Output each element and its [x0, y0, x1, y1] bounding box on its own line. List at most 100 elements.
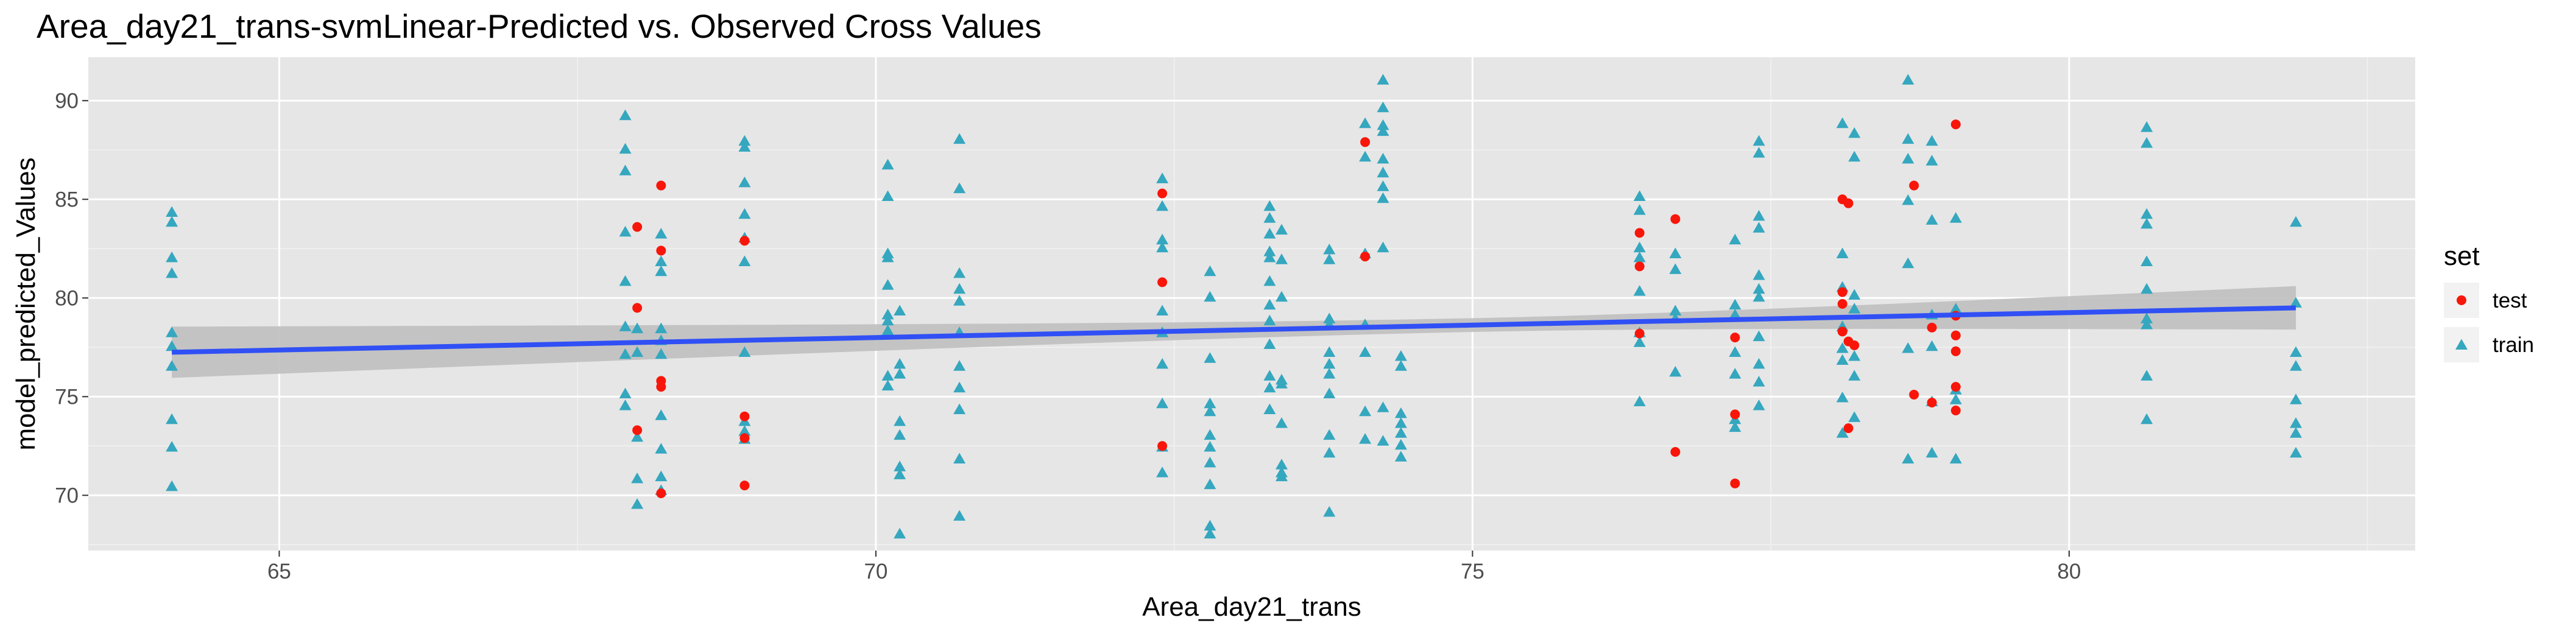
test-point — [1909, 180, 1919, 191]
train-point — [1276, 378, 1288, 389]
test-point — [1950, 382, 1961, 392]
test-point — [1730, 409, 1740, 420]
train-point — [1323, 244, 1336, 255]
train-point — [2140, 370, 2153, 381]
train-point — [655, 443, 668, 454]
train-point — [1949, 303, 1962, 314]
train-point — [1836, 342, 1849, 353]
train-point — [1263, 338, 1276, 349]
train-point — [166, 326, 178, 337]
train-point — [1902, 194, 1914, 205]
train-point — [1204, 527, 1216, 539]
train-point — [655, 228, 668, 239]
y-tick-label: 85 — [55, 188, 79, 211]
train-point — [1633, 252, 1646, 262]
train-point — [894, 527, 906, 539]
x-tick-label: 65 — [267, 560, 291, 583]
train-point — [1752, 400, 1765, 410]
train-point — [1263, 275, 1276, 286]
train-point — [2290, 393, 2303, 404]
train-point — [1276, 470, 1288, 482]
train-point — [2140, 319, 2153, 329]
train-point — [1752, 330, 1765, 342]
train-point — [881, 314, 894, 326]
train-point — [894, 468, 906, 479]
train-point — [655, 322, 668, 334]
test-point — [656, 180, 666, 191]
train-point — [1263, 403, 1276, 414]
train-point — [1752, 210, 1765, 221]
train-point — [1323, 346, 1336, 357]
train-point — [1204, 265, 1216, 276]
test-point — [1927, 322, 1937, 333]
train-point — [1848, 127, 1861, 138]
train-point — [1669, 247, 1682, 258]
test-point — [1927, 398, 1937, 407]
train-point — [1394, 451, 1407, 462]
train-point — [1902, 342, 1914, 353]
train-point — [2290, 417, 2303, 428]
test-point — [739, 411, 750, 421]
train-point — [166, 340, 178, 351]
train-point — [1359, 405, 1372, 417]
test-point — [1909, 390, 1919, 400]
train-point — [1156, 358, 1169, 369]
test-point — [1950, 346, 1961, 356]
train-point — [953, 283, 966, 294]
train-point — [1633, 204, 1646, 215]
y-tick-label: 80 — [55, 286, 79, 310]
train-point — [953, 381, 966, 393]
train-point — [1377, 119, 1389, 130]
train-point — [1323, 253, 1336, 264]
train-point — [1156, 172, 1169, 183]
train-point — [1729, 233, 1741, 245]
train-point — [655, 348, 668, 359]
test-point — [1950, 330, 1961, 340]
train-point — [1836, 427, 1849, 438]
train-point — [881, 158, 894, 170]
train-point — [655, 255, 668, 266]
train-point — [166, 216, 178, 227]
train-point — [1669, 365, 1682, 377]
legend: set test train — [2444, 241, 2534, 362]
train-point — [1204, 456, 1216, 468]
train-point — [1204, 441, 1216, 452]
train-point — [1836, 247, 1849, 258]
train-point — [1902, 257, 1914, 269]
train-point — [953, 267, 966, 278]
train-point — [738, 346, 751, 357]
train-point — [2140, 312, 2153, 323]
x-axis-title: Area_day21_trans — [1142, 592, 1361, 622]
train-point — [1377, 166, 1389, 178]
train-point — [1263, 228, 1276, 239]
train-point — [1752, 222, 1765, 233]
train-point — [1949, 453, 1962, 463]
train-point — [1752, 291, 1765, 302]
train-point — [1156, 467, 1169, 477]
train-point — [166, 413, 178, 424]
train-point — [1902, 153, 1914, 164]
train-point — [1752, 269, 1765, 280]
major-gridlines — [88, 57, 2415, 551]
train-point — [655, 265, 668, 276]
legend-test-marker — [2457, 295, 2466, 305]
test-point — [1950, 119, 1961, 130]
train-point — [2290, 360, 2303, 371]
train-point — [1949, 393, 1962, 404]
train-point — [2290, 346, 2303, 357]
train-point — [619, 387, 632, 398]
test-point — [656, 245, 666, 256]
train-point — [1633, 190, 1646, 201]
train-point — [166, 252, 178, 262]
train-point — [881, 324, 894, 336]
train-point — [1377, 125, 1389, 136]
x-tick-label: 80 — [2057, 560, 2081, 583]
train-point — [655, 470, 668, 482]
train-point — [1752, 135, 1765, 146]
train-point — [1377, 101, 1389, 113]
train-point — [881, 190, 894, 201]
train-point — [894, 358, 906, 369]
test-point — [1837, 287, 1847, 297]
train-point — [2140, 255, 2153, 266]
